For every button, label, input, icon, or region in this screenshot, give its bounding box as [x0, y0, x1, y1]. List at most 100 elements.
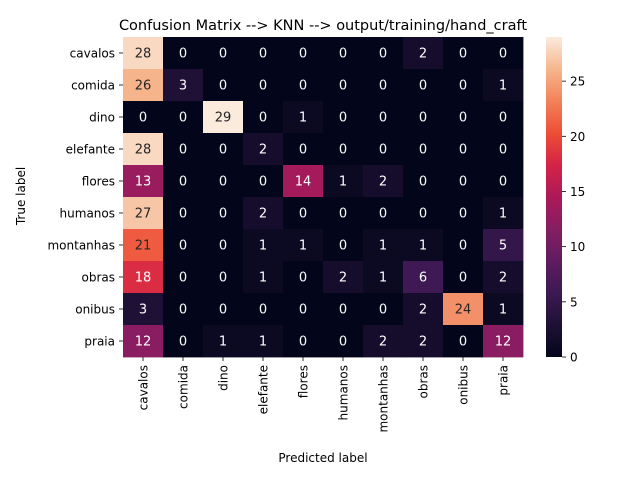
cell-value-label: 0 [339, 335, 347, 350]
heatmap-cell [283, 197, 324, 230]
cell-value-label: 0 [219, 175, 227, 190]
x-axis-label: Predicted label [278, 451, 367, 465]
heatmap-cell [323, 37, 364, 70]
y-tick-label: dino [89, 111, 115, 125]
heatmap-cell [483, 197, 524, 230]
heatmap-cell [283, 69, 324, 102]
cell-value-label: 0 [259, 79, 267, 94]
cell-value-label: 2 [419, 303, 427, 318]
heatmap-cell [483, 37, 524, 70]
heatmap-cell [403, 165, 444, 198]
y-tick-label: praia [84, 335, 115, 349]
cell-value-label: 1 [299, 111, 307, 126]
heatmap-cell [403, 229, 444, 262]
heatmap-cell [483, 293, 524, 326]
colorbar-tick-label: 15 [570, 185, 585, 199]
cell-value-label: 0 [379, 47, 387, 62]
cell-value-label: 1 [259, 271, 267, 286]
heatmap-cells [123, 37, 524, 358]
cell-value-label: 0 [339, 239, 347, 254]
cell-value-label: 0 [299, 47, 307, 62]
y-tick-label: humanos [60, 207, 115, 221]
heatmap-cell [243, 69, 284, 102]
heatmap-cell [163, 69, 204, 102]
cell-value-label: 2 [419, 47, 427, 62]
cell-value-label: 13 [135, 175, 152, 190]
cell-value-label: 28 [135, 143, 152, 158]
heatmap-cell [123, 197, 164, 230]
cell-value-label: 6 [419, 271, 427, 286]
heatmap-cell [123, 229, 164, 262]
cell-value-label: 0 [259, 175, 267, 190]
cell-value-label: 0 [459, 335, 467, 350]
heatmap-cell [323, 165, 364, 198]
x-tick-label: onibus [457, 365, 471, 405]
heatmap-cell [443, 101, 484, 134]
cell-value-label: 0 [499, 143, 507, 158]
heatmap-cell [283, 101, 324, 134]
y-tick-label: flores [82, 175, 115, 189]
cell-value-label: 18 [135, 271, 152, 286]
cell-value-label: 0 [339, 47, 347, 62]
heatmap-cell [163, 197, 204, 230]
heatmap-cell [323, 261, 364, 294]
heatmap-cell [363, 133, 404, 166]
heatmap-cell [323, 133, 364, 166]
y-tick-label: comida [71, 79, 115, 93]
heatmap-cell [403, 261, 444, 294]
cell-value-label: 29 [215, 111, 232, 126]
heatmap-cell [243, 261, 284, 294]
heatmap-cell [243, 293, 284, 326]
heatmap-cell [283, 325, 324, 358]
cell-value-label: 0 [459, 175, 467, 190]
cell-value-label: 0 [139, 111, 147, 126]
cell-value-label: 21 [135, 239, 152, 254]
heatmap-cell [483, 229, 524, 262]
heatmap-cell [123, 261, 164, 294]
heatmap-cell [243, 101, 284, 134]
cell-value-label: 0 [299, 207, 307, 222]
cell-value-label: 1 [379, 239, 387, 254]
y-tick-label: cavalos [70, 47, 115, 61]
heatmap-cell [203, 69, 244, 102]
cell-value-label: 24 [455, 303, 472, 318]
cell-value-label: 0 [179, 143, 187, 158]
cell-value-label: 0 [259, 111, 267, 126]
heatmap-cell [403, 133, 444, 166]
cell-value-label: 0 [459, 79, 467, 94]
heatmap-cell [243, 229, 284, 262]
heatmap-cell [163, 325, 204, 358]
heatmap-cell [203, 325, 244, 358]
cell-value-label: 0 [339, 303, 347, 318]
cell-value-label: 0 [219, 239, 227, 254]
cell-value-label: 0 [299, 143, 307, 158]
cell-value-label: 0 [379, 111, 387, 126]
heatmap-cell [443, 69, 484, 102]
heatmap-cell [203, 37, 244, 70]
cell-value-label: 0 [419, 111, 427, 126]
cell-value-label: 0 [179, 175, 187, 190]
heatmap-cell [163, 293, 204, 326]
cell-value-label: 3 [179, 79, 187, 94]
heatmap-cell [323, 101, 364, 134]
heatmap-cell [363, 325, 404, 358]
cell-value-label: 0 [299, 79, 307, 94]
heatmap-cell [443, 261, 484, 294]
cell-value-label: 0 [179, 271, 187, 286]
chart-title: Confusion Matrix --> KNN --> output/trai… [119, 18, 527, 34]
heatmap-cell [203, 197, 244, 230]
heatmap-cell [323, 293, 364, 326]
heatmap-cell [403, 293, 444, 326]
y-tick-label: elefante [66, 143, 115, 157]
y-tick-label: montanhas [47, 239, 115, 253]
colorbar-tick-label: 25 [570, 75, 585, 89]
heatmap-cell [323, 325, 364, 358]
cell-value-label: 0 [299, 271, 307, 286]
heatmap-cell [243, 325, 284, 358]
cell-value-label: 0 [219, 47, 227, 62]
cell-value-label: 2 [499, 271, 507, 286]
cell-value-label: 28 [135, 47, 152, 62]
heatmap-cell [163, 229, 204, 262]
colorbar-tick-label: 0 [570, 351, 578, 365]
heatmap-cell [483, 101, 524, 134]
